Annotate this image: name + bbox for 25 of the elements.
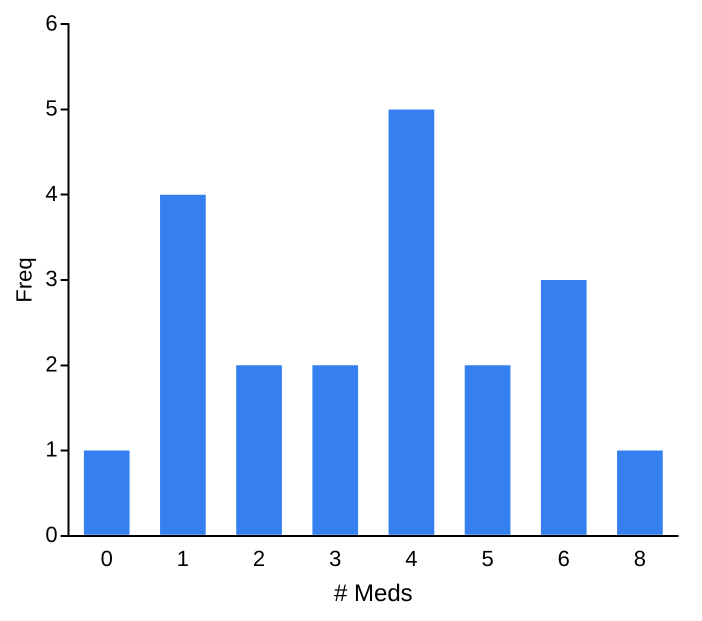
y-tick-label: 5 <box>45 96 58 121</box>
bar <box>617 450 663 535</box>
bar <box>84 450 130 535</box>
x-tick-label: 3 <box>329 546 342 572</box>
x-tick-label: 2 <box>252 546 266 572</box>
x-tick-label: 6 <box>558 546 570 572</box>
x-tick-label: 5 <box>481 546 494 572</box>
x-axis-title: # Meds <box>334 580 413 608</box>
bar <box>312 365 358 535</box>
y-tick-label: 4 <box>45 180 58 206</box>
bar <box>464 365 510 535</box>
bar <box>388 109 434 535</box>
bar <box>160 194 206 535</box>
y-tick-label: 2 <box>45 351 58 376</box>
x-tick-label: 1 <box>176 546 190 572</box>
y-tick-label: 0 <box>45 522 58 547</box>
y-tick-label: 3 <box>45 266 58 292</box>
x-tick-label: 0 <box>100 546 113 572</box>
bar <box>540 280 587 535</box>
bar <box>236 365 282 535</box>
y-tick-label: 1 <box>45 436 58 462</box>
x-tick-label: 4 <box>405 546 418 572</box>
y-tick-label: 6 <box>45 10 58 36</box>
y-axis-title: Freq <box>11 257 36 303</box>
x-tick-label: 8 <box>634 546 646 572</box>
